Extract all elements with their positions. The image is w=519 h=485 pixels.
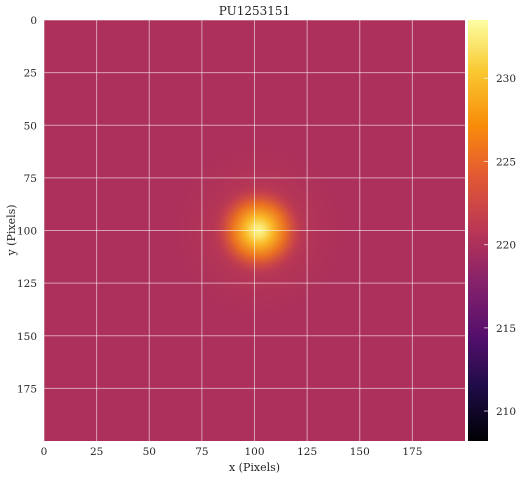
x-tick-label: 175 bbox=[402, 446, 422, 458]
colorbar: 210 215 220 225 230 bbox=[468, 20, 516, 441]
y-tick-label: 100 bbox=[17, 226, 37, 238]
chart-title: PU1253151 bbox=[219, 4, 290, 18]
colorbar-tick-label: 230 bbox=[496, 73, 516, 85]
x-axis: 0 25 50 75 100 125 150 175 bbox=[41, 446, 423, 458]
colorbar-tick-label: 210 bbox=[496, 406, 516, 418]
y-tick-label: 50 bbox=[24, 120, 37, 132]
y-tick-label: 150 bbox=[17, 331, 37, 343]
x-tick-label: 125 bbox=[297, 446, 317, 458]
colorbar-gradient bbox=[468, 20, 488, 441]
x-axis-label: x (Pixels) bbox=[229, 461, 280, 474]
x-tick-label: 150 bbox=[350, 446, 370, 458]
y-tick-label: 25 bbox=[24, 68, 37, 80]
y-axis-label: y (Pixels) bbox=[5, 204, 18, 256]
x-tick-label: 0 bbox=[41, 446, 48, 458]
colorbar-ticks: 210 215 220 225 230 bbox=[484, 73, 516, 418]
y-tick-label: 175 bbox=[17, 383, 37, 395]
colorbar-tick-label: 215 bbox=[496, 323, 516, 335]
x-tick-label: 100 bbox=[244, 446, 264, 458]
x-tick-label: 75 bbox=[195, 446, 208, 458]
y-axis: 0 25 50 75 100 125 150 175 bbox=[17, 15, 37, 395]
x-tick-label: 25 bbox=[90, 446, 103, 458]
y-tick-label: 0 bbox=[30, 15, 37, 27]
x-tick-label: 50 bbox=[143, 446, 156, 458]
plot-area bbox=[44, 20, 465, 441]
y-tick-label: 75 bbox=[24, 173, 37, 185]
grid-lines bbox=[44, 20, 465, 441]
colorbar-tick-label: 225 bbox=[496, 156, 516, 168]
y-tick-label: 125 bbox=[17, 278, 37, 290]
colorbar-tick-label: 220 bbox=[496, 240, 516, 252]
